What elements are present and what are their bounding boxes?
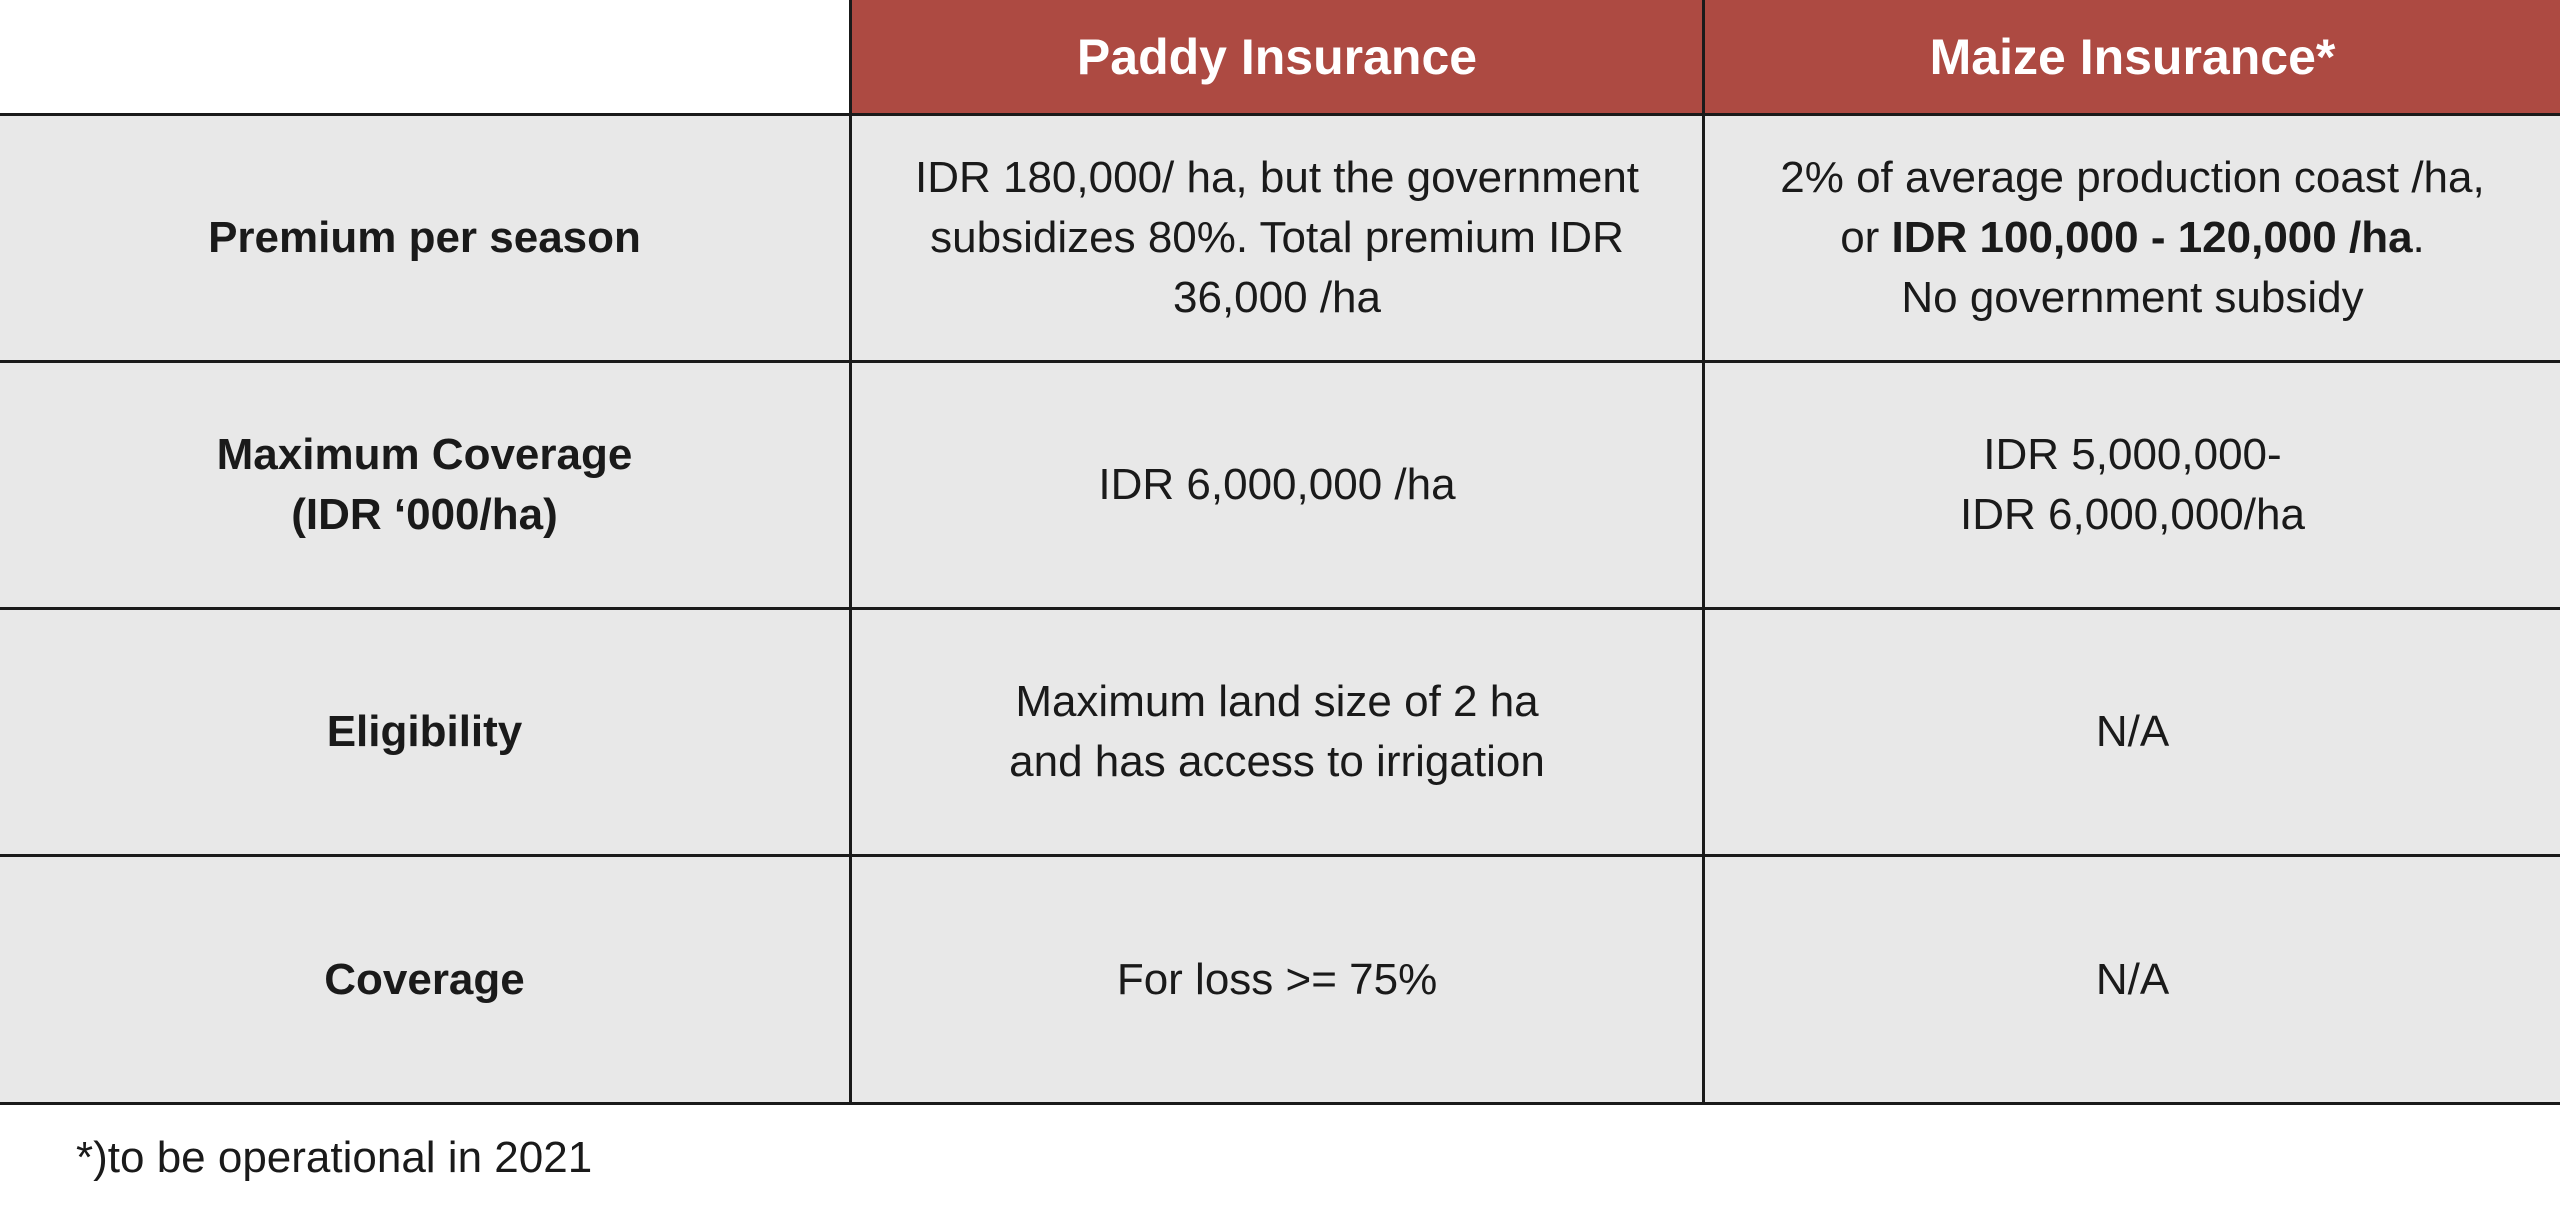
maize-max-coverage-line-2: IDR 6,000,000/ha: [1960, 490, 2305, 539]
paddy-eligibility-line-2: and has access to irrigation: [1009, 737, 1545, 786]
maize-premium-suffix: .: [2412, 213, 2425, 262]
header-paddy-insurance: Paddy Insurance: [852, 0, 1705, 116]
maize-max-coverage-line-1: IDR 5,000,000-: [1983, 430, 2282, 479]
row-label-coverage: Coverage: [0, 857, 852, 1105]
row-label-text-line-2: (IDR ‘000/ha): [291, 490, 558, 539]
maize-premium-cell: 2% of average production coast /ha, or I…: [1705, 116, 2560, 363]
paddy-premium-line-3: 36,000 /ha: [1173, 273, 1381, 322]
paddy-max-coverage-value: IDR 6,000,000 /ha: [1098, 460, 1456, 509]
paddy-coverage-cell: For loss >= 75%: [852, 857, 1705, 1105]
row-label-text: Eligibility: [326, 707, 523, 756]
maize-premium-prefix: or: [1840, 213, 1892, 262]
footnote: *)to be operational in 2021: [76, 1133, 593, 1182]
paddy-premium-line-2: subsidizes 80%. Total premium IDR: [930, 213, 1624, 262]
header-corner-cell: [0, 0, 852, 116]
paddy-eligibility-line-1: Maximum land size of 2 ha: [1015, 677, 1539, 726]
insurance-comparison-table: Paddy Insurance Maize Insurance* Premium…: [0, 0, 2560, 1105]
row-label-maximum-coverage: Maximum Coverage (IDR ‘000/ha): [0, 363, 852, 610]
maize-premium-range: IDR 100,000 - 120,000 /ha: [1891, 213, 2413, 262]
paddy-premium-cell: IDR 180,000/ ha, but the government subs…: [852, 116, 1705, 363]
maize-premium-line-3: No government subsidy: [1901, 273, 2364, 322]
row-label-text: Coverage: [324, 954, 525, 1004]
maize-coverage-cell: N/A: [1705, 857, 2560, 1105]
paddy-premium-line-1: IDR 180,000/ ha, but the government: [914, 153, 1640, 202]
maize-eligibility-value: N/A: [2095, 707, 2170, 756]
maize-max-coverage-cell: IDR 5,000,000- IDR 6,000,000/ha: [1705, 363, 2560, 610]
paddy-eligibility-cell: Maximum land size of 2 ha and has access…: [852, 610, 1705, 857]
row-label-premium-per-season: Premium per season: [0, 116, 852, 363]
maize-eligibility-cell: N/A: [1705, 610, 2560, 857]
paddy-coverage-value: For loss >= 75%: [1116, 954, 1438, 1004]
paddy-max-coverage-cell: IDR 6,000,000 /ha: [852, 363, 1705, 610]
row-label-text-line-1: Maximum Coverage: [216, 430, 633, 479]
maize-premium-line-1: 2% of average production coast /ha,: [1780, 153, 2485, 202]
header-maize-insurance: Maize Insurance*: [1705, 0, 2560, 116]
row-label-eligibility: Eligibility: [0, 610, 852, 857]
row-label-text: Premium per season: [208, 213, 641, 262]
maize-coverage-value: N/A: [2095, 954, 2170, 1004]
maize-premium-line-2: or IDR 100,000 - 120,000 /ha.: [1780, 208, 2484, 268]
